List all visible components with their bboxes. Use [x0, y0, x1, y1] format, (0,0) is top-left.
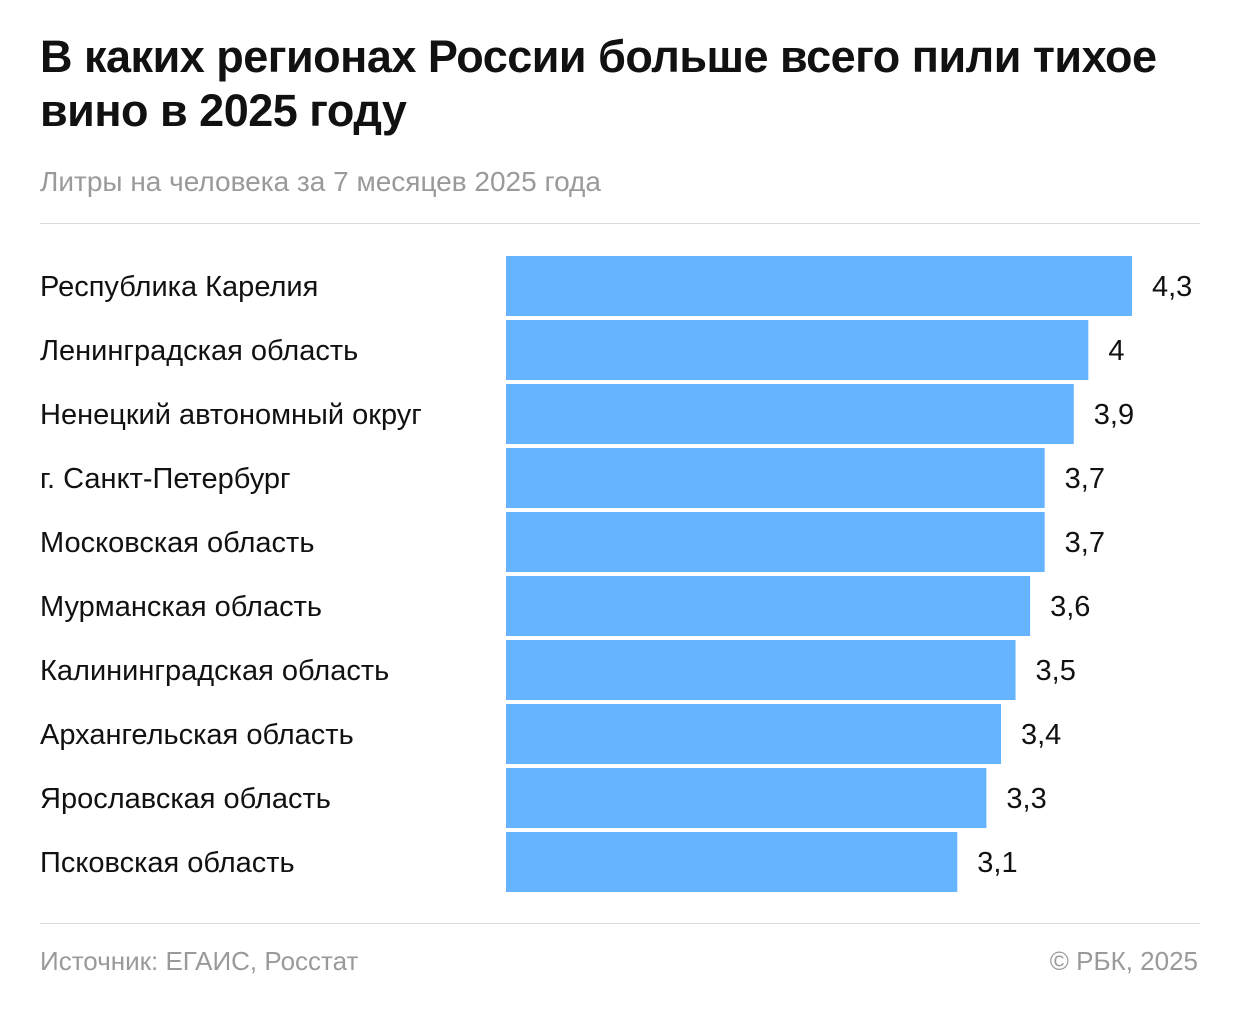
bar — [506, 512, 1045, 572]
category-label: Ленинградская область — [40, 335, 358, 367]
category-label: Мурманская область — [40, 591, 322, 623]
chart-title: В каких регионах России больше всего пил… — [40, 31, 1157, 136]
bar — [506, 384, 1074, 444]
category-label: Ярославская область — [40, 783, 331, 815]
bar — [506, 704, 1001, 764]
bottom-divider — [40, 923, 1200, 924]
value-label: 3,9 — [1094, 399, 1134, 431]
category-label: Московская область — [40, 527, 314, 559]
value-label: 3,7 — [1065, 527, 1105, 559]
bar — [506, 256, 1132, 316]
source-note: Источник: ЕГАИС, Росстат — [40, 946, 359, 976]
chart-subtitle: Литры на человека за 7 месяцев 2025 года — [40, 166, 601, 197]
category-label: Псковская область — [40, 847, 295, 879]
bar — [506, 320, 1089, 380]
value-label: 3,4 — [1021, 719, 1061, 751]
category-label: г. Санкт-Петербург — [40, 463, 291, 495]
bar — [506, 448, 1045, 508]
copyright: © РБК, 2025 — [1049, 946, 1198, 976]
category-label: Калининградская область — [40, 655, 389, 687]
value-label: 3,5 — [1036, 655, 1076, 687]
value-label: 4 — [1108, 335, 1124, 367]
value-label: 3,6 — [1050, 591, 1090, 623]
bar — [506, 640, 1016, 700]
category-label: Ненецкий автономный округ — [40, 399, 422, 431]
category-label: Республика Карелия — [40, 271, 318, 303]
value-label: 3,1 — [977, 847, 1017, 879]
bar — [506, 576, 1031, 636]
category-label: Архангельская область — [40, 719, 354, 751]
bar — [506, 768, 987, 828]
top-divider — [40, 223, 1200, 224]
value-label: 3,7 — [1065, 463, 1105, 495]
value-label: 4,3 — [1152, 271, 1192, 303]
bar — [506, 832, 958, 892]
value-label: 3,3 — [1006, 783, 1046, 815]
